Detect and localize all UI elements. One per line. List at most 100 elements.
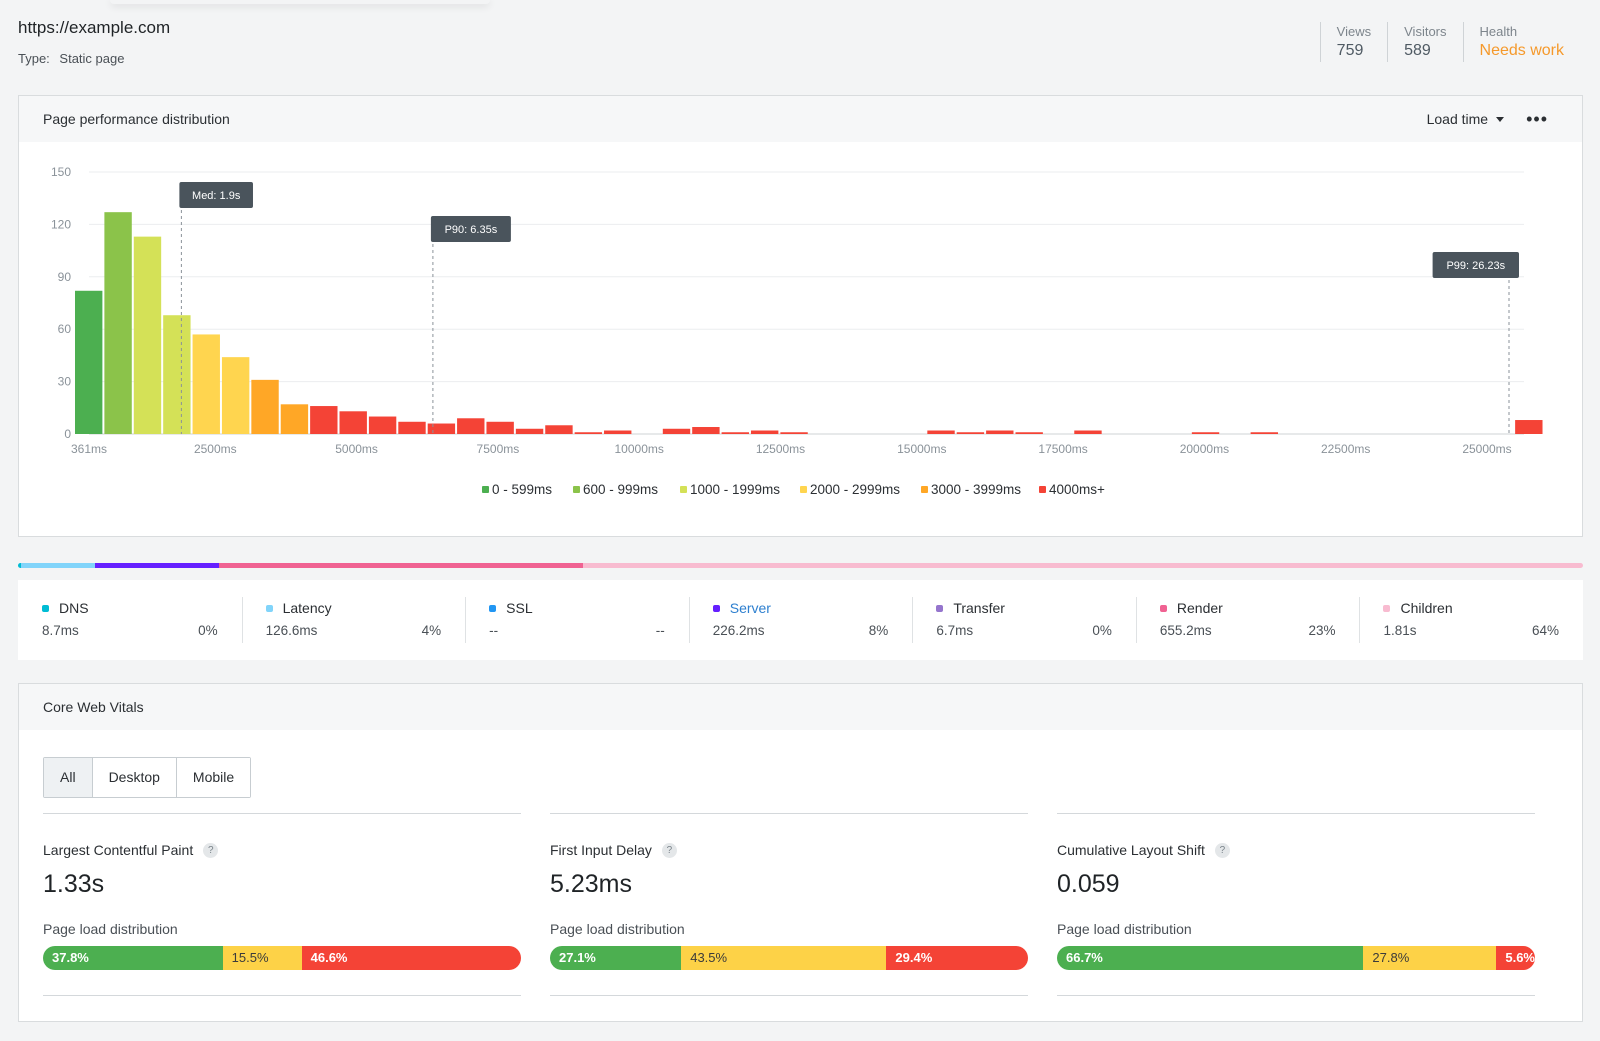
vital-value: 0.059 (1057, 870, 1120, 898)
tab-all[interactable]: All (44, 758, 92, 797)
histogram-bar (604, 430, 632, 434)
help-icon[interactable]: ? (661, 842, 677, 858)
legend-label: 600 - 999ms (583, 482, 658, 497)
cwv-title: Core Web Vitals (43, 699, 144, 715)
histogram-bar (1515, 420, 1543, 434)
visitors-value: 589 (1404, 42, 1431, 59)
timing-label: Transfer (953, 600, 1005, 616)
legend-swatch-icon (680, 486, 687, 493)
tab-desktop[interactable]: Desktop (91, 758, 176, 797)
legend-dot-icon (712, 604, 720, 612)
histogram-bar (280, 404, 309, 434)
vital-name: First Input Delay? (550, 842, 1028, 858)
distribution-label: Page load distribution (1057, 921, 1192, 937)
histogram-bar (515, 428, 544, 434)
timing-name: Children (1383, 600, 1565, 616)
timing-value: 226.2ms (712, 623, 765, 638)
divider (1057, 995, 1535, 996)
x-tick-label: 10000ms (615, 442, 664, 456)
timing-percent: 8% (868, 623, 889, 638)
percentile-marker-box (430, 216, 511, 242)
help-icon[interactable]: ? (203, 842, 219, 858)
summary-stats: Views 759 Visitors 589 Health Needs work (1319, 22, 1580, 62)
timing-separator (688, 597, 690, 643)
metric-dropdown-label: Load time (1426, 111, 1489, 127)
timing-percent: -- (655, 623, 665, 638)
tab-mobile[interactable]: Mobile (175, 758, 251, 797)
y-tick-label: 150 (51, 165, 71, 179)
legend-dot-icon (265, 604, 273, 612)
visitors-label: Visitors (1404, 24, 1447, 39)
timing-bar-segment-server (94, 563, 220, 568)
y-tick-label: 30 (58, 375, 72, 389)
histogram-bar (780, 432, 808, 434)
core-web-vitals-card: Core Web Vitals All Desktop Mobile Large… (18, 683, 1583, 1022)
performance-header-controls: Load time ••• (1427, 96, 1548, 142)
legend-label: 1000 - 1999ms (690, 482, 780, 497)
page-type: Type: Static page (18, 51, 124, 66)
vital-panel: First Input Delay? 5.23ms Page load distri… (550, 813, 1028, 996)
divider (1057, 813, 1535, 814)
vital-panel: Largest Contentful Paint? 1.33s Page load … (43, 813, 521, 996)
vital-name: Cumulative Layout Shift? (1057, 842, 1535, 858)
timing-label: DNS (59, 600, 89, 616)
cwv-card-header: Core Web Vitals (19, 684, 1582, 730)
percentile-marker-box (1432, 252, 1519, 278)
histogram-bar (574, 432, 603, 434)
good-segment: 37.8% (43, 946, 223, 970)
visitors-stat: Visitors 589 (1387, 22, 1462, 62)
histogram-bar (368, 416, 397, 434)
needs-improvement-segment: 27.8% (1363, 946, 1497, 970)
divider (550, 813, 1028, 814)
more-options-icon[interactable]: ••• (1526, 109, 1548, 129)
top-overlay-shadow (110, 0, 490, 4)
histogram-bar (692, 427, 720, 434)
histogram-bar (486, 421, 514, 434)
timing-cell-children: Children 1.81s 64% (1359, 580, 1583, 660)
load-time-histogram: 0 30 60 90 120 150 361ms 2500ms 5000ms 7500ms 1000… (51, 165, 1543, 497)
legend-label: 3000 - 3999ms (931, 482, 1021, 497)
poor-segment: 29.4% (886, 946, 1028, 970)
caret-down-icon (1496, 116, 1505, 122)
distribution-label: Page load distribution (550, 921, 685, 937)
histogram-bar (662, 428, 691, 434)
legend-label: 0 - 599ms (492, 482, 552, 497)
histogram-bar (104, 212, 132, 434)
histogram-bar (339, 411, 367, 434)
histogram-bar (163, 315, 191, 434)
metric-dropdown[interactable]: Load time (1426, 111, 1505, 127)
timing-cell-ssl: SSL -- -- (465, 580, 689, 660)
y-tick-label: 0 (64, 427, 71, 441)
timing-value: 126.6ms (265, 623, 318, 638)
distribution-bar: 27.1% 43.5% 29.4% (550, 946, 1028, 970)
views-value: 759 (1336, 42, 1364, 59)
percentile-marker-box (179, 182, 253, 208)
histogram-bar (986, 430, 1014, 434)
timing-cell-render: Render 655.2ms 23% (1135, 580, 1360, 660)
health-stat: Health Needs work (1462, 22, 1580, 62)
y-tick-label: 60 (58, 322, 72, 336)
percentile-marker-label: P99: 26.23s (1446, 260, 1505, 272)
performance-card-header: Page performance distribution Load time … (19, 96, 1582, 142)
help-icon[interactable]: ? (1214, 842, 1230, 858)
histogram-bar (545, 425, 573, 434)
views-stat: Views 759 (1319, 22, 1387, 62)
legend-dot-icon (42, 604, 49, 612)
page-type-label: Type: (18, 51, 50, 66)
timing-percent: 4% (421, 623, 442, 638)
health-value: Needs work (1479, 42, 1564, 59)
histogram-bar (133, 236, 162, 434)
page-type-value: Static page (59, 51, 125, 66)
timing-bar-segment-render (219, 563, 584, 568)
timing-breakdown: DNS 8.7ms 0% Latency 126.6ms 4% SSL -- -- Server 2… (18, 580, 1583, 660)
timing-percent: 23% (1308, 623, 1336, 638)
timing-name: DNS (42, 600, 224, 616)
x-tick-label: 7500ms (477, 442, 520, 456)
distribution-bar: 37.8% 15.5% 46.6% (43, 946, 521, 970)
x-tick-label: 12500ms (756, 442, 805, 456)
timing-value: -- (489, 623, 499, 638)
legend-dot-icon (1159, 604, 1167, 612)
histogram-bar (721, 432, 749, 434)
histogram-bar (1250, 432, 1279, 434)
vital-value: 5.23ms (550, 870, 632, 898)
